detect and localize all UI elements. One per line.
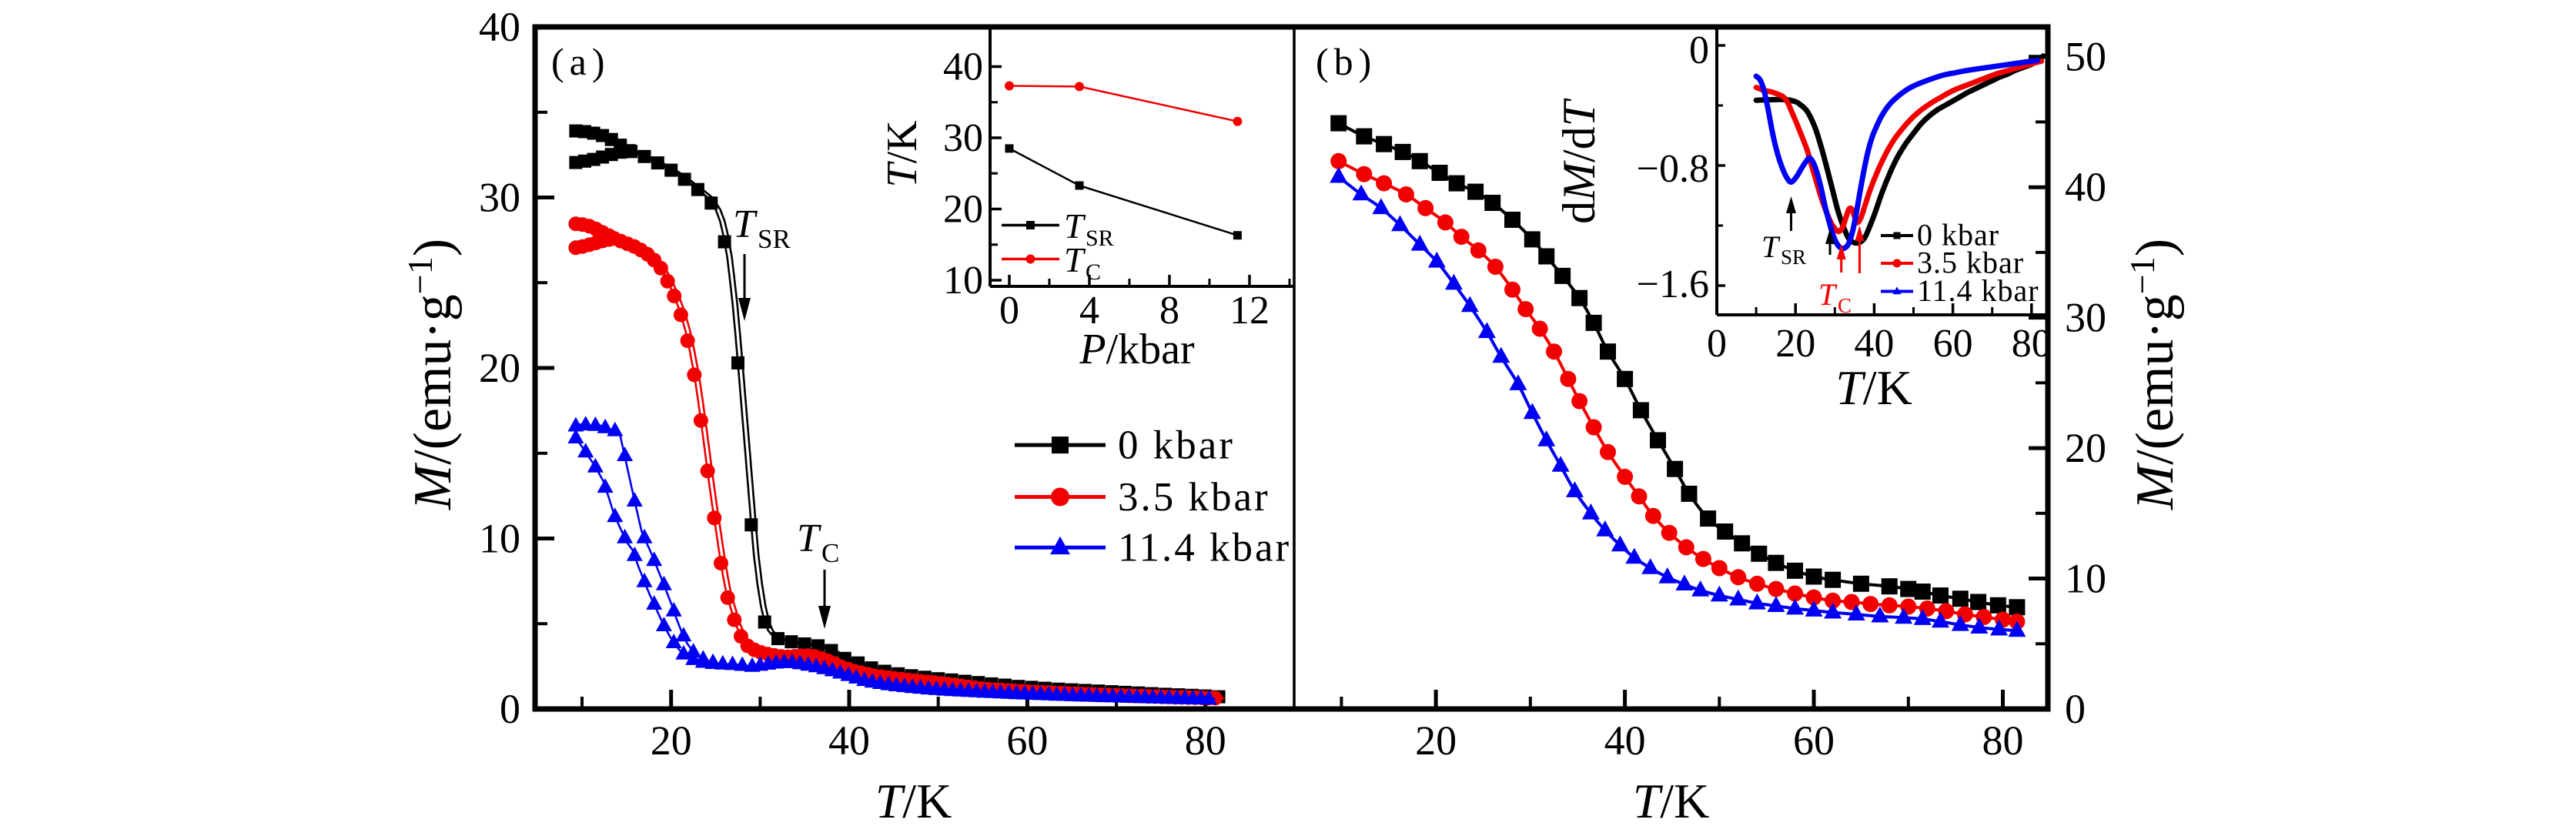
svg-text:40: 40 — [1854, 322, 1894, 366]
svg-text:T: T — [1761, 229, 1781, 264]
svg-text:30: 30 — [479, 175, 520, 221]
svg-text:0: 0 — [2065, 686, 2086, 732]
svg-text:11.4 kbar: 11.4 kbar — [1917, 273, 2039, 308]
svg-text:−0.8: −0.8 — [1637, 147, 1709, 191]
svg-text:8: 8 — [1159, 289, 1179, 333]
svg-text:0: 0 — [999, 289, 1019, 333]
svg-text:C: C — [821, 538, 839, 568]
svg-text:4: 4 — [1079, 289, 1099, 333]
svg-text:SR: SR — [1781, 246, 1806, 269]
svg-text:40: 40 — [1604, 717, 1646, 764]
svg-text:(a): (a) — [551, 40, 611, 83]
svg-text:T/K: T/K — [878, 120, 926, 187]
svg-text:(b): (b) — [1316, 40, 1377, 83]
svg-text:T/K: T/K — [875, 774, 952, 826]
svg-text:SR: SR — [1086, 226, 1114, 251]
svg-text:40: 40 — [479, 4, 520, 50]
svg-text:P/kbar: P/kbar — [1079, 326, 1195, 373]
svg-text:80: 80 — [1982, 717, 2024, 764]
svg-text:10: 10 — [2065, 556, 2106, 602]
svg-text:SR: SR — [758, 224, 791, 254]
svg-text:3.5 kbar: 3.5 kbar — [1917, 246, 2024, 280]
svg-text:10: 10 — [943, 259, 983, 303]
svg-text:T/K: T/K — [1835, 360, 1912, 415]
svg-text:0: 0 — [1707, 322, 1727, 366]
svg-text:30: 30 — [943, 116, 983, 160]
svg-text:3.5 kbar: 3.5 kbar — [1118, 475, 1270, 520]
svg-text:11.4 kbar: 11.4 kbar — [1118, 526, 1291, 570]
svg-text:20: 20 — [651, 717, 692, 764]
svg-text:0: 0 — [500, 686, 520, 732]
svg-text:40: 40 — [943, 45, 983, 89]
svg-text:60: 60 — [1793, 717, 1835, 764]
svg-text:80: 80 — [1185, 717, 1226, 764]
svg-text:20: 20 — [1415, 717, 1457, 764]
svg-text:20: 20 — [1775, 322, 1815, 366]
svg-text:80: 80 — [2012, 322, 2052, 366]
svg-text:30: 30 — [2065, 295, 2106, 341]
svg-text:−1.6: −1.6 — [1637, 263, 1709, 306]
svg-text:0: 0 — [1689, 28, 1709, 72]
svg-text:60: 60 — [1933, 322, 1973, 366]
svg-text:0 kbar: 0 kbar — [1917, 218, 1999, 252]
svg-text:T: T — [1818, 277, 1838, 312]
svg-text:60: 60 — [1006, 717, 1048, 764]
svg-text:T/K: T/K — [1633, 774, 1710, 826]
svg-text:20: 20 — [2065, 425, 2106, 471]
svg-text:M/(emu·g−1): M/(emu·g−1) — [400, 239, 463, 510]
svg-text:50: 50 — [2065, 34, 2106, 80]
svg-text:40: 40 — [828, 717, 870, 764]
svg-text:20: 20 — [479, 345, 520, 391]
svg-text:40: 40 — [2065, 164, 2106, 210]
svg-text:20: 20 — [943, 188, 983, 232]
svg-text:T: T — [797, 517, 821, 560]
svg-text:10: 10 — [479, 516, 520, 562]
svg-text:dM/dT: dM/dT — [1554, 98, 1604, 224]
svg-text:12: 12 — [1229, 289, 1270, 333]
svg-text:T: T — [1064, 240, 1086, 279]
svg-text:C: C — [1086, 259, 1101, 285]
svg-text:T: T — [1064, 206, 1086, 246]
svg-text:M/(emu·g−1): M/(emu·g−1) — [2123, 239, 2185, 510]
svg-text:0 kbar: 0 kbar — [1118, 423, 1235, 468]
svg-text:C: C — [1838, 294, 1852, 317]
svg-text:T: T — [733, 202, 758, 246]
